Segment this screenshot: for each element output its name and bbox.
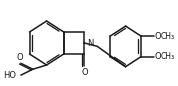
Text: CH₃: CH₃ (161, 52, 175, 61)
Text: HO: HO (4, 71, 17, 80)
Text: O: O (81, 68, 88, 77)
Text: N: N (87, 39, 93, 47)
Text: O: O (17, 53, 23, 62)
Text: CH₃: CH₃ (161, 32, 175, 41)
Text: O: O (155, 32, 161, 41)
Text: O: O (155, 52, 161, 61)
